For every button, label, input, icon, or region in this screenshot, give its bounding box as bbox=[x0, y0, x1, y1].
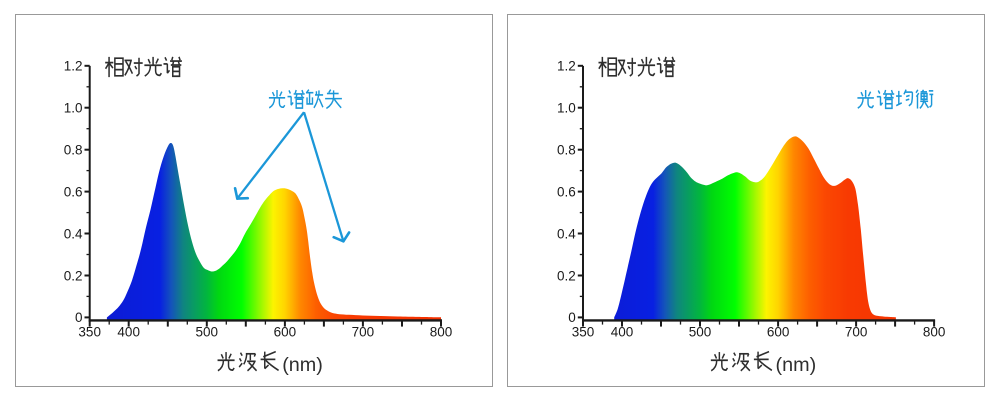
svg-text:0: 0 bbox=[568, 310, 576, 325]
svg-text:500: 500 bbox=[196, 325, 219, 340]
svg-text:0.8: 0.8 bbox=[557, 143, 576, 158]
svg-text:350: 350 bbox=[78, 325, 101, 340]
svg-text:1.0: 1.0 bbox=[64, 101, 83, 116]
svg-text:800: 800 bbox=[923, 325, 946, 340]
svg-text:600: 600 bbox=[767, 325, 790, 340]
svg-text:0.8: 0.8 bbox=[64, 143, 83, 158]
svg-text:0.2: 0.2 bbox=[64, 268, 83, 283]
svg-text:0.6: 0.6 bbox=[64, 184, 83, 199]
svg-text:1.0: 1.0 bbox=[557, 101, 576, 116]
svg-text:(nm): (nm) bbox=[282, 354, 323, 376]
svg-text:800: 800 bbox=[430, 325, 453, 340]
svg-text:600: 600 bbox=[274, 325, 297, 340]
svg-text:0.4: 0.4 bbox=[557, 226, 576, 241]
svg-text:700: 700 bbox=[352, 325, 375, 340]
svg-text:0.2: 0.2 bbox=[557, 268, 576, 283]
svg-text:0: 0 bbox=[75, 310, 83, 325]
svg-text:1.2: 1.2 bbox=[557, 59, 576, 74]
svg-text:350: 350 bbox=[572, 325, 595, 340]
svg-text:(nm): (nm) bbox=[776, 354, 817, 376]
svg-text:0.6: 0.6 bbox=[557, 184, 576, 199]
svg-text:0.4: 0.4 bbox=[64, 226, 83, 241]
svg-text:1.2: 1.2 bbox=[64, 59, 83, 74]
svg-text:500: 500 bbox=[689, 325, 712, 340]
svg-text:400: 400 bbox=[611, 325, 634, 340]
svg-text:400: 400 bbox=[117, 325, 140, 340]
svg-text:700: 700 bbox=[845, 325, 868, 340]
